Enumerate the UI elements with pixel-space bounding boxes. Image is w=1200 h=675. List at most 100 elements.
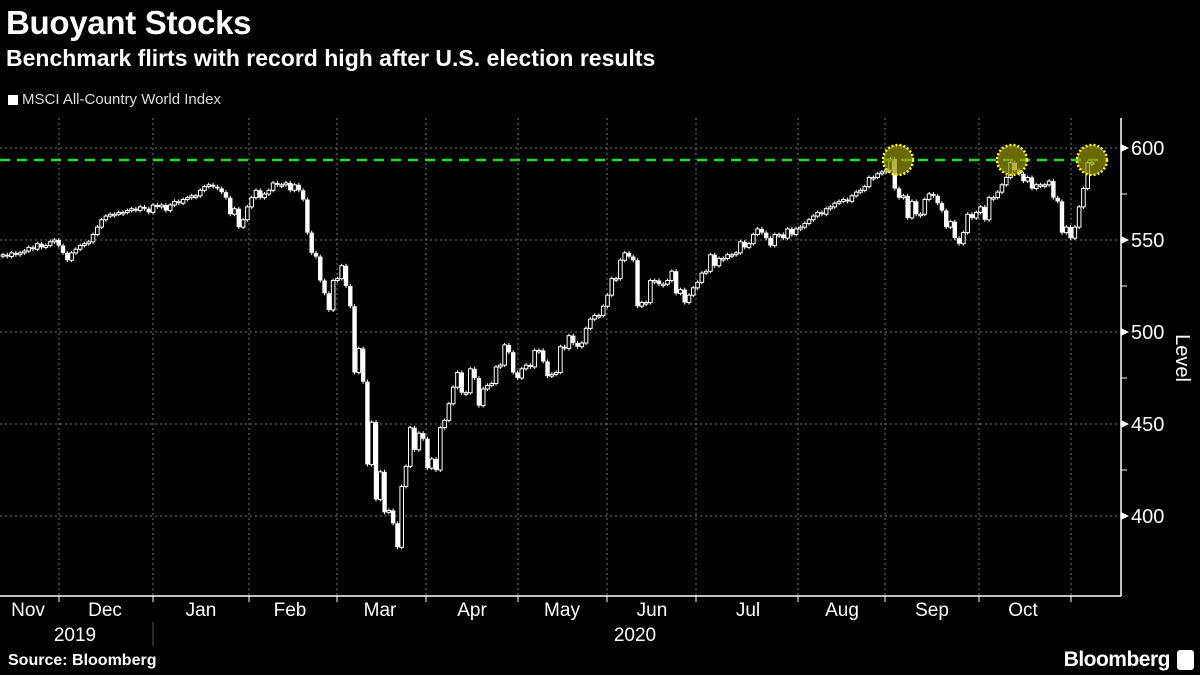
candle-up: [909, 200, 915, 219]
candle-up: [245, 206, 250, 221]
candle-up: [609, 278, 615, 296]
candle-down: [944, 210, 949, 228]
y-tick-marker: [1121, 420, 1129, 428]
candle-up: [150, 204, 156, 213]
candle-up: [858, 189, 863, 193]
candle-up: [73, 248, 79, 254]
candle-down: [472, 368, 477, 378]
candle-up: [665, 279, 670, 285]
candle-up: [180, 199, 186, 204]
candle-up: [579, 342, 585, 348]
candle-up: [695, 281, 700, 289]
x-month-label: Jul: [736, 600, 760, 621]
candle-down: [896, 188, 902, 198]
candle-up: [463, 392, 469, 395]
candle-up: [1076, 206, 1082, 228]
candle-up: [1003, 176, 1009, 186]
candle-up: [26, 246, 32, 252]
candle-up: [1072, 226, 1078, 239]
candle-down: [60, 245, 66, 253]
candle-up: [99, 219, 104, 228]
candle-up: [403, 465, 409, 488]
candle-down: [511, 352, 516, 373]
candle-up: [720, 257, 726, 261]
candle-up: [9, 252, 14, 258]
candle-up: [103, 215, 109, 221]
candle-up: [112, 213, 117, 217]
candle-up: [442, 419, 447, 429]
candle-up: [618, 259, 623, 280]
chart-subtitle: Benchmark flirts with record high after …: [6, 45, 656, 71]
candle-down: [1021, 173, 1026, 182]
gridlines: [0, 118, 1121, 596]
candle-up: [853, 191, 859, 197]
candle-up: [193, 195, 199, 198]
candle-up: [22, 250, 27, 254]
candle-up: [137, 206, 143, 212]
candle-up: [596, 314, 602, 318]
candle-up: [605, 294, 610, 307]
candle-up: [866, 176, 872, 188]
candle-up: [879, 171, 885, 175]
candle-down: [914, 201, 919, 215]
candle-up: [948, 221, 953, 228]
candle-down: [326, 293, 332, 310]
candle-down: [412, 427, 417, 450]
source-note: Source: Bloomberg: [8, 652, 157, 669]
candle-up: [991, 197, 996, 200]
candle-down: [223, 192, 229, 198]
x-month-label: Mar: [364, 600, 397, 621]
candle-up: [86, 241, 92, 245]
x-month-label: Dec: [88, 600, 122, 621]
chart-title: Buoyant Stocks: [6, 4, 252, 41]
candle-down: [459, 372, 464, 393]
candle-down: [1051, 181, 1056, 198]
candle-up: [107, 213, 113, 217]
candle-up: [686, 294, 692, 304]
candle-down: [236, 208, 242, 228]
candle-up: [206, 184, 212, 188]
candle-down: [1055, 197, 1060, 202]
candle-up: [498, 364, 503, 368]
candle-down: [982, 206, 988, 220]
candle-up: [755, 228, 760, 235]
candle-up: [399, 486, 405, 548]
candle-down: [30, 247, 36, 250]
candle-up: [776, 233, 782, 237]
candle-up: [523, 364, 529, 370]
candle-down: [155, 205, 160, 207]
candle-up: [798, 226, 803, 230]
candle-down: [476, 378, 482, 406]
candle-up: [592, 314, 597, 320]
candle-up: [793, 228, 799, 235]
candle-up: [52, 239, 57, 243]
candle-down: [215, 186, 220, 189]
candles: [0, 157, 1095, 550]
candle-up: [961, 232, 966, 245]
x-month-label: Jan: [186, 600, 217, 621]
candle-down: [742, 241, 747, 248]
legend-label: MSCI All-Country World Index: [22, 91, 221, 108]
candle-up: [185, 197, 190, 201]
candle-up: [34, 243, 40, 250]
candle-down: [288, 182, 293, 191]
candle-down: [819, 212, 825, 215]
highlight-circle: [881, 143, 915, 177]
x-month-label: Oct: [1008, 600, 1038, 621]
candle-up: [738, 241, 743, 254]
candle-up: [926, 193, 932, 201]
candle-up: [438, 427, 443, 471]
candle-up: [279, 184, 284, 187]
candle-down: [382, 471, 387, 513]
candle-up: [1046, 180, 1052, 186]
candle-up: [828, 206, 833, 210]
candle-up: [725, 254, 730, 259]
candle-up: [532, 349, 537, 368]
y-tick-label: 600: [1131, 138, 1164, 160]
candle-down: [571, 335, 576, 344]
candle-up: [270, 182, 276, 191]
candle-up: [17, 252, 23, 256]
candle-up: [519, 368, 525, 379]
x-year-label: 2019: [54, 625, 96, 646]
candle-down: [575, 343, 580, 347]
